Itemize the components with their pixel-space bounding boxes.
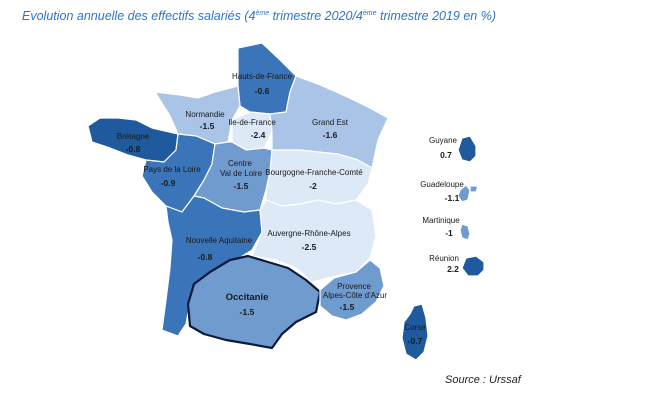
label-centre-value: -1.5	[234, 181, 249, 191]
label-hauts-de-france-value: -0.6	[255, 86, 270, 96]
label-guadeloupe-value: -1.1	[445, 193, 460, 203]
region-auvergne-rhone-alpes[interactable]	[251, 199, 377, 283]
region-martinique[interactable]	[459, 223, 471, 241]
label-martinique-value: -1	[445, 228, 453, 238]
label-reunion-name: Réunion	[429, 254, 459, 263]
label-normandie-value: -1.5	[200, 121, 215, 131]
label-auvergne-name: Auvergne-Rhône-Alpes	[267, 229, 350, 238]
region-reunion[interactable]	[461, 255, 485, 277]
label-pays-de-la-loire-value: -0.9	[161, 178, 176, 188]
label-ile-de-france-name: Ile-de-France	[228, 118, 276, 127]
label-occitanie-name: Occitanie	[226, 292, 269, 303]
label-centre-name-line1: Centre	[228, 159, 253, 168]
region-guyane[interactable]	[457, 135, 477, 163]
label-paca-value: -1.5	[340, 302, 355, 312]
label-occitanie-value: -1.5	[240, 307, 255, 317]
label-pays-de-la-loire-name: Pays de la Loire	[143, 165, 201, 174]
label-nouvelle-aquitaine-name: Nouvelle Aquitaine	[186, 236, 253, 245]
region-corse[interactable]	[401, 303, 429, 361]
region-paca[interactable]	[319, 259, 385, 321]
label-martinique-name: Martinique	[422, 216, 460, 225]
label-bretagne-value: -0.8	[126, 144, 141, 154]
label-bourgogne-name: Bourgogne-Franche-Comté	[265, 168, 363, 177]
label-nouvelle-aquitaine-value: -0.8	[198, 252, 213, 262]
label-hauts-de-france-name: Hauts-de-France	[232, 72, 293, 81]
map-title: Evolution annuelle des effectifs salarié…	[22, 9, 497, 23]
label-centre-name-line2: Val de Loire	[220, 169, 263, 178]
source-note: Source : Urssaf	[445, 374, 521, 386]
label-ile-de-france-value: -2.4	[251, 130, 266, 140]
label-grand-est-name: Grand Est	[312, 118, 349, 127]
region-guadeloupe[interactable]	[457, 184, 479, 203]
label-normandie-name: Normandie	[185, 110, 225, 119]
label-reunion-value: 2.2	[447, 264, 459, 274]
label-corse-name: Corse	[404, 323, 426, 332]
region-centre-val-de-loire[interactable]	[193, 141, 273, 213]
label-paca-name-line1: Provence	[337, 282, 371, 291]
label-corse-value: -0.7	[408, 336, 423, 346]
label-guyane-name: Guyane	[429, 136, 458, 145]
region-occitanie[interactable]	[186, 254, 322, 350]
label-bourgogne-value: -2	[309, 181, 317, 191]
label-grand-est-value: -1.6	[323, 130, 338, 140]
label-paca-name-line2: Alpes-Côte d'Azur	[323, 291, 388, 300]
label-guadeloupe-name: Guadeloupe	[420, 180, 464, 189]
label-bretagne-name: Bretagne	[117, 132, 150, 141]
label-guyane-value: 0.7	[440, 150, 452, 160]
label-auvergne-value: -2.5	[302, 242, 317, 252]
